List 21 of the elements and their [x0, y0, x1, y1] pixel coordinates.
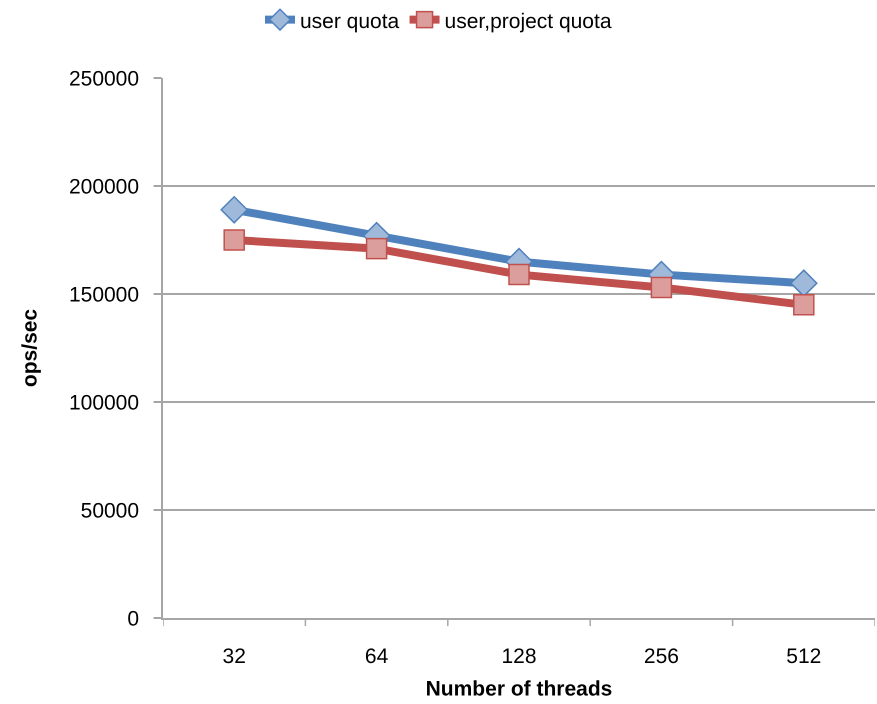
- y-tick-label: 100000: [68, 391, 140, 414]
- legend-label: user quota: [300, 10, 400, 33]
- x-tick-label: 256: [644, 644, 679, 668]
- point: [793, 294, 815, 316]
- point: [220, 196, 248, 224]
- y-tick-label: 250000: [68, 67, 140, 90]
- x-tick-label: 64: [364, 644, 389, 668]
- y-axis-title: ops/sec: [18, 308, 42, 388]
- y-tick-label: 50000: [80, 499, 140, 522]
- x-tick-label: 32: [222, 644, 246, 668]
- y-tick-label: 150000: [68, 283, 140, 306]
- x-tick-label: 512: [786, 644, 822, 668]
- x-tick-label: 128: [501, 644, 537, 668]
- y-tick-label: 200000: [68, 175, 140, 198]
- y-tick-label: 0: [127, 607, 140, 630]
- point: [650, 276, 672, 298]
- point: [223, 229, 245, 251]
- legend-label: user,project quota: [444, 10, 612, 33]
- point: [366, 238, 388, 260]
- x-axis-title: Number of threads: [426, 678, 612, 701]
- point: [508, 264, 530, 286]
